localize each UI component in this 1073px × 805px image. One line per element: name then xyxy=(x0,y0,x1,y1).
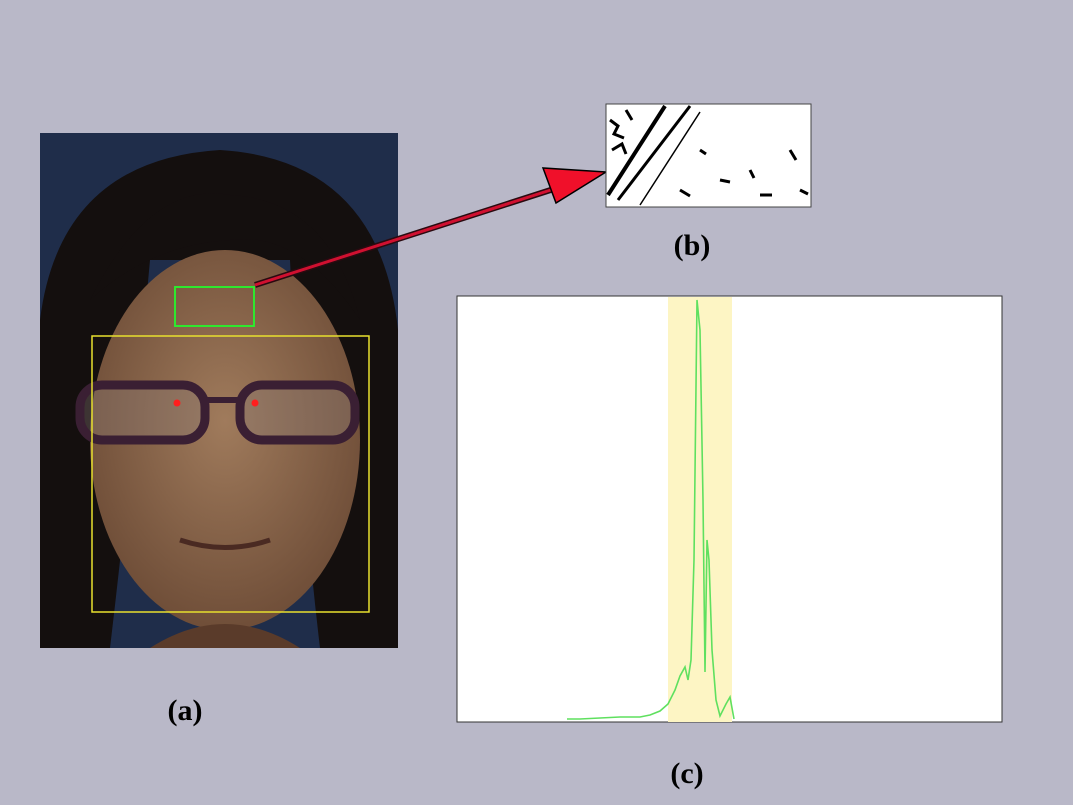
caption: (b) xyxy=(674,229,711,262)
caption: (c) xyxy=(670,757,703,790)
face-photo xyxy=(40,133,398,648)
histogram-plot xyxy=(457,296,1002,722)
page: (a) (b) (c) (() => { const data = JSON.p… xyxy=(0,0,1073,805)
caption: (a) xyxy=(168,694,203,727)
figure: (a) (b) (c) xyxy=(0,0,1073,805)
binary-image xyxy=(606,104,811,207)
